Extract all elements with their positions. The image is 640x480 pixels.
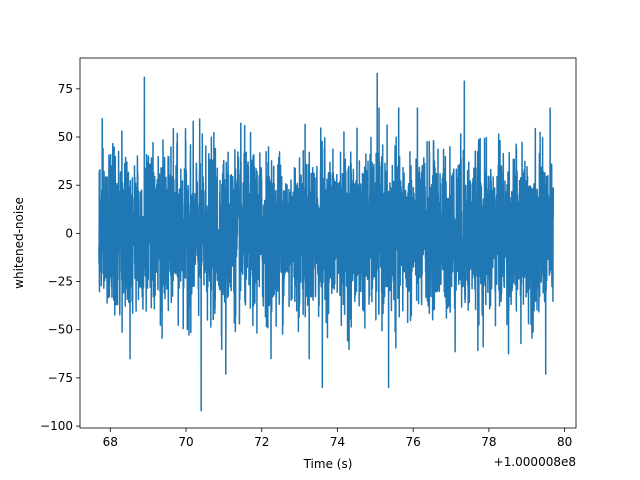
y-tick-label: 0 (65, 226, 73, 240)
y-axis: −100 −75 −50 −25 0 25 50 75 (40, 82, 80, 433)
x-offset-label: +1.000008e8 (494, 455, 576, 469)
y-tick-label: 75 (58, 82, 73, 96)
y-tick-label: −25 (48, 275, 73, 289)
x-tick-label: 70 (178, 435, 193, 449)
y-tick-label: 50 (58, 130, 73, 144)
y-tick-label: −100 (40, 419, 73, 433)
x-tick-label: 68 (103, 435, 118, 449)
series-layer (98, 72, 555, 412)
y-tick-label: −75 (48, 371, 73, 385)
x-axis: 68 70 72 74 76 78 80 (103, 428, 572, 449)
x-tick-label: 78 (481, 435, 496, 449)
axes-frame (79, 57, 577, 429)
x-tick-label: 74 (330, 435, 345, 449)
y-axis-label: whitened-noise (12, 197, 26, 289)
y-tick-label: 25 (58, 178, 73, 192)
x-axis-label: Time (s) (303, 457, 353, 471)
y-tick-label: −50 (48, 323, 73, 337)
x-tick-label: 80 (557, 435, 572, 449)
x-tick-label: 72 (254, 435, 269, 449)
x-tick-label: 76 (406, 435, 421, 449)
noise-series-line (98, 72, 555, 412)
